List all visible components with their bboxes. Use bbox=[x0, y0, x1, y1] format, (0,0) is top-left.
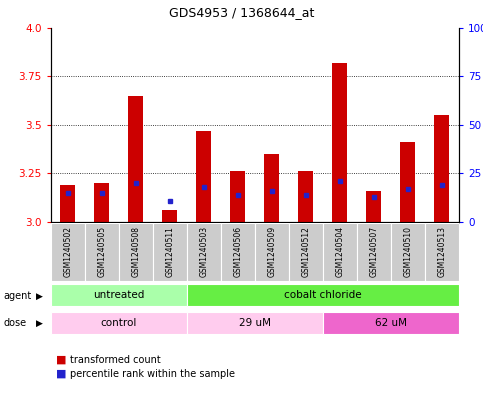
Bar bbox=[60, 185, 75, 222]
Bar bbox=[187, 312, 323, 334]
Text: ■: ■ bbox=[56, 369, 66, 379]
Bar bbox=[85, 223, 119, 281]
Text: ■: ■ bbox=[56, 354, 66, 365]
Text: GSM1240509: GSM1240509 bbox=[267, 226, 276, 277]
Text: GDS4953 / 1368644_at: GDS4953 / 1368644_at bbox=[169, 6, 314, 19]
Bar bbox=[323, 223, 357, 281]
Bar bbox=[128, 95, 143, 222]
Bar bbox=[425, 223, 459, 281]
Text: 29 uM: 29 uM bbox=[239, 318, 271, 328]
Text: control: control bbox=[100, 318, 137, 328]
Text: 62 uM: 62 uM bbox=[375, 318, 407, 328]
Bar bbox=[255, 223, 289, 281]
Bar bbox=[357, 223, 391, 281]
Bar bbox=[230, 171, 245, 222]
Text: GSM1240512: GSM1240512 bbox=[301, 226, 310, 277]
Text: GSM1240502: GSM1240502 bbox=[63, 226, 72, 277]
Bar bbox=[187, 284, 459, 306]
Text: transformed count: transformed count bbox=[70, 354, 161, 365]
Text: percentile rank within the sample: percentile rank within the sample bbox=[70, 369, 235, 379]
Bar bbox=[221, 223, 255, 281]
Text: dose: dose bbox=[4, 318, 27, 329]
Bar bbox=[162, 210, 177, 222]
Bar bbox=[289, 223, 323, 281]
Text: ▶: ▶ bbox=[36, 319, 43, 328]
Bar bbox=[187, 223, 221, 281]
Bar bbox=[434, 115, 450, 222]
Bar bbox=[264, 154, 280, 222]
Bar bbox=[332, 62, 347, 222]
Bar bbox=[119, 223, 153, 281]
Text: untreated: untreated bbox=[93, 290, 144, 300]
Bar bbox=[391, 223, 425, 281]
Bar bbox=[51, 223, 85, 281]
Text: GSM1240511: GSM1240511 bbox=[165, 226, 174, 277]
Text: GSM1240513: GSM1240513 bbox=[437, 226, 446, 277]
Text: GSM1240504: GSM1240504 bbox=[335, 226, 344, 277]
Bar bbox=[94, 183, 109, 222]
Text: GSM1240510: GSM1240510 bbox=[403, 226, 412, 277]
Text: cobalt chloride: cobalt chloride bbox=[284, 290, 362, 300]
Text: GSM1240507: GSM1240507 bbox=[369, 226, 378, 277]
Bar bbox=[153, 223, 187, 281]
Bar bbox=[196, 130, 212, 222]
Text: GSM1240503: GSM1240503 bbox=[199, 226, 208, 277]
Bar bbox=[51, 284, 187, 306]
Bar bbox=[366, 191, 382, 222]
Text: ▶: ▶ bbox=[36, 292, 43, 300]
Bar bbox=[51, 312, 187, 334]
Text: GSM1240506: GSM1240506 bbox=[233, 226, 242, 277]
Bar bbox=[323, 312, 459, 334]
Bar bbox=[400, 142, 415, 222]
Text: GSM1240508: GSM1240508 bbox=[131, 226, 140, 277]
Bar bbox=[298, 171, 313, 222]
Text: GSM1240505: GSM1240505 bbox=[97, 226, 106, 277]
Text: agent: agent bbox=[4, 291, 32, 301]
